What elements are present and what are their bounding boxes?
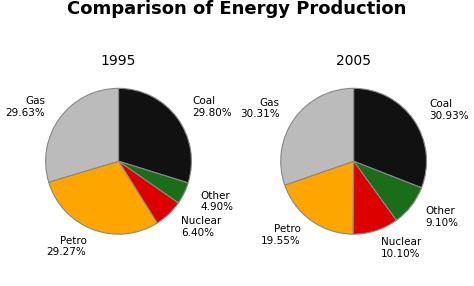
- Title: 1995: 1995: [101, 53, 136, 67]
- Text: Other
9.10%: Other 9.10%: [426, 206, 459, 228]
- Wedge shape: [354, 161, 421, 220]
- Text: Comparison of Energy Production: Comparison of Energy Production: [67, 0, 407, 18]
- Text: Coal
30.93%: Coal 30.93%: [429, 99, 468, 121]
- Text: Gas
29.63%: Gas 29.63%: [6, 96, 46, 118]
- Wedge shape: [353, 161, 396, 234]
- Text: Coal
29.80%: Coal 29.80%: [192, 96, 231, 118]
- Text: Petro
19.55%: Petro 19.55%: [261, 225, 301, 246]
- Wedge shape: [118, 161, 188, 203]
- Text: Nuclear
10.10%: Nuclear 10.10%: [381, 237, 421, 259]
- Wedge shape: [46, 88, 118, 182]
- Wedge shape: [118, 88, 191, 183]
- Wedge shape: [354, 88, 427, 188]
- Text: Nuclear
6.40%: Nuclear 6.40%: [182, 217, 221, 238]
- Wedge shape: [285, 161, 354, 234]
- Wedge shape: [281, 88, 354, 185]
- Text: Gas
30.31%: Gas 30.31%: [240, 98, 279, 119]
- Title: 2005: 2005: [336, 53, 371, 67]
- Text: Petro
29.27%: Petro 29.27%: [46, 236, 86, 257]
- Text: Other
4.90%: Other 4.90%: [201, 190, 233, 212]
- Wedge shape: [118, 161, 178, 223]
- Wedge shape: [49, 161, 157, 234]
